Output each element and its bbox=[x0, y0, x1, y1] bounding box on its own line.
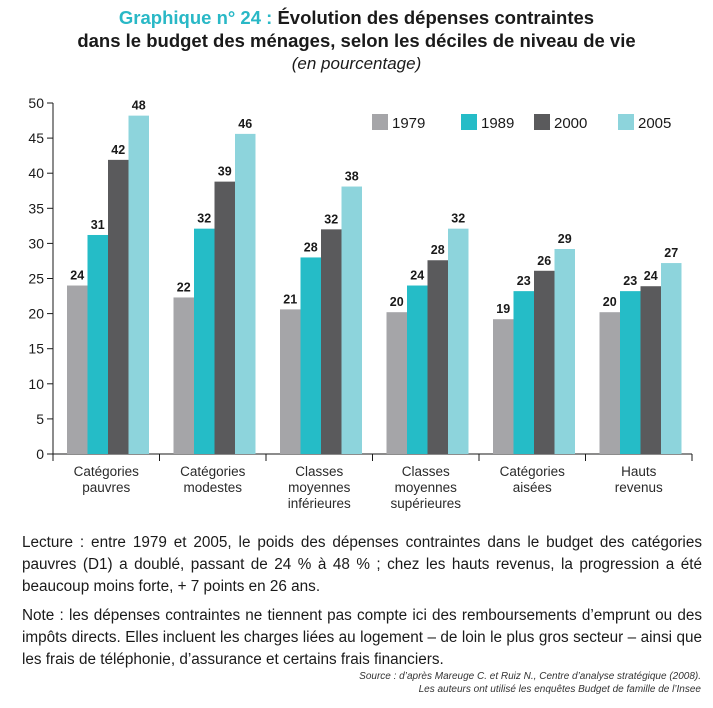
bar-2005 bbox=[554, 249, 575, 454]
data-label: 28 bbox=[304, 240, 318, 254]
data-label: 27 bbox=[664, 246, 678, 260]
data-label: 32 bbox=[197, 212, 211, 226]
x-tick-label: Catégories bbox=[180, 464, 246, 479]
y-tick-label: 15 bbox=[28, 341, 44, 357]
y-tick-label: 0 bbox=[36, 446, 44, 462]
legend-label: 1989 bbox=[481, 115, 514, 132]
bar-2005 bbox=[128, 115, 149, 455]
source-note: Source : d’après Mareuge C. et Ruiz N., … bbox=[359, 670, 701, 696]
x-tick-label: aisées bbox=[513, 480, 552, 495]
data-label: 29 bbox=[558, 232, 572, 246]
bar-2005 bbox=[661, 263, 682, 454]
y-tick-label: 30 bbox=[28, 235, 44, 251]
y-tick-label: 40 bbox=[28, 165, 44, 181]
x-tick-label: Hauts bbox=[621, 464, 657, 479]
legend-swatch-2005 bbox=[618, 114, 634, 130]
data-label: 23 bbox=[517, 274, 531, 288]
bar-1979 bbox=[599, 312, 620, 454]
bar-2000 bbox=[534, 270, 555, 454]
bar-1989 bbox=[407, 285, 428, 454]
data-label: 28 bbox=[431, 243, 445, 257]
data-label: 20 bbox=[603, 295, 617, 309]
note-text: Note : les dépenses contraintes ne tienn… bbox=[22, 607, 702, 668]
y-tick-label: 50 bbox=[28, 95, 44, 111]
legend-label: 2005 bbox=[638, 115, 671, 132]
y-tick-label: 5 bbox=[36, 411, 44, 427]
bar-2000 bbox=[427, 260, 448, 454]
bar-2005 bbox=[235, 133, 256, 454]
legend-label: 1979 bbox=[392, 115, 425, 132]
y-tick-label: 20 bbox=[28, 306, 44, 322]
data-label: 21 bbox=[283, 292, 297, 306]
x-tick-label: moyennes bbox=[395, 480, 458, 495]
x-tick-label: supérieures bbox=[390, 496, 461, 511]
legend-swatch-2000 bbox=[534, 114, 550, 130]
data-label: 38 bbox=[345, 170, 359, 184]
y-tick-label: 45 bbox=[28, 130, 44, 146]
legend-label: 2000 bbox=[554, 115, 587, 132]
data-label: 39 bbox=[218, 165, 232, 179]
data-label: 42 bbox=[111, 143, 125, 157]
y-tick-label: 35 bbox=[28, 200, 44, 216]
lecture-text: Lecture : entre 1979 et 2005, le poids d… bbox=[22, 534, 702, 595]
data-label: 46 bbox=[238, 117, 252, 131]
x-tick-label: Classes bbox=[295, 464, 343, 479]
data-label: 22 bbox=[177, 280, 191, 294]
data-label: 32 bbox=[451, 212, 465, 226]
figure-label: Graphique n° 24 : bbox=[118, 7, 273, 28]
bar-1979 bbox=[67, 285, 88, 454]
bar-1979 bbox=[386, 312, 407, 454]
data-label: 26 bbox=[537, 254, 551, 268]
bar-1989 bbox=[300, 257, 321, 454]
data-label: 24 bbox=[70, 269, 84, 283]
source-line-2: Les auteurs ont utilisé les enquêtes Bud… bbox=[418, 684, 701, 695]
bar-1989 bbox=[513, 291, 534, 454]
bar-2000 bbox=[214, 181, 235, 454]
bar-1979 bbox=[280, 309, 301, 454]
bar-2000 bbox=[108, 159, 129, 454]
data-label: 48 bbox=[132, 99, 146, 113]
title-line-1: Évolution des dépenses contraintes bbox=[277, 7, 595, 28]
bar-2005 bbox=[448, 228, 469, 454]
bar-2000 bbox=[640, 286, 661, 454]
x-tick-label: modestes bbox=[183, 480, 242, 495]
x-tick-label: Classes bbox=[402, 464, 450, 479]
reading-notes: Lecture : entre 1979 et 2005, le poids d… bbox=[22, 532, 702, 678]
y-tick-label: 10 bbox=[28, 376, 44, 392]
data-label: 24 bbox=[410, 269, 424, 283]
data-label: 23 bbox=[623, 274, 637, 288]
data-label: 32 bbox=[324, 212, 338, 226]
title-line-2: dans le budget des ménages, selon les dé… bbox=[77, 30, 636, 51]
bar-2000 bbox=[321, 229, 342, 454]
x-tick-label: Catégories bbox=[74, 464, 140, 479]
data-label: 31 bbox=[91, 218, 105, 232]
x-tick-label: moyennes bbox=[288, 480, 351, 495]
x-tick-label: pauvres bbox=[82, 480, 130, 495]
x-tick-label: revenus bbox=[615, 480, 663, 495]
source-line-1: Source : d’après Mareuge C. et Ruiz N., … bbox=[359, 671, 701, 682]
x-tick-label: inférieures bbox=[288, 496, 351, 511]
bar-1989 bbox=[620, 291, 641, 454]
data-label: 19 bbox=[496, 302, 510, 316]
bar-1989 bbox=[87, 234, 108, 454]
y-tick-label: 25 bbox=[28, 271, 44, 287]
bar-1979 bbox=[493, 319, 514, 454]
data-label: 24 bbox=[644, 269, 658, 283]
chart-subtitle: (en pourcentage) bbox=[291, 54, 422, 73]
legend-swatch-1979 bbox=[372, 114, 388, 130]
chart-title: Graphique n° 24 : Évolution des dépenses… bbox=[0, 6, 713, 75]
bar-1989 bbox=[194, 228, 215, 454]
data-label: 20 bbox=[390, 295, 404, 309]
bar-2005 bbox=[341, 186, 362, 454]
bar-chart: 0510152025303540455024314248Catégoriespa… bbox=[28, 95, 693, 511]
x-tick-label: Catégories bbox=[500, 464, 566, 479]
bar-1979 bbox=[173, 297, 194, 454]
legend-swatch-1989 bbox=[461, 114, 477, 130]
